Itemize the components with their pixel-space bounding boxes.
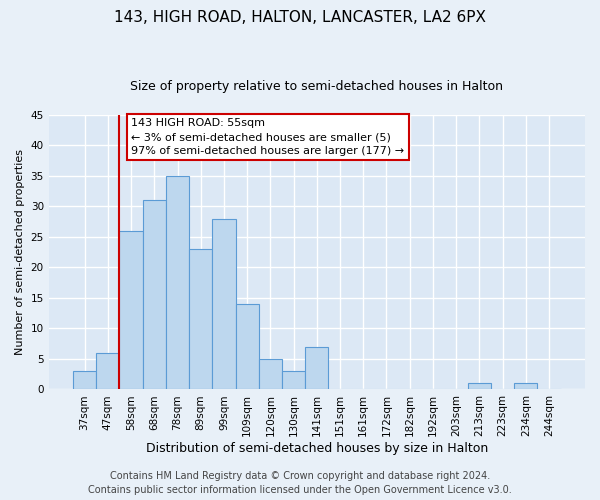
- Bar: [166, 176, 189, 390]
- Title: Size of property relative to semi-detached houses in Halton: Size of property relative to semi-detach…: [130, 80, 503, 93]
- Bar: [119, 231, 143, 390]
- Y-axis label: Number of semi-detached properties: Number of semi-detached properties: [15, 149, 25, 355]
- Text: 143 HIGH ROAD: 55sqm
← 3% of semi-detached houses are smaller (5)
97% of semi-de: 143 HIGH ROAD: 55sqm ← 3% of semi-detach…: [131, 118, 404, 156]
- Bar: [212, 218, 236, 390]
- Bar: [236, 304, 259, 390]
- Bar: [514, 384, 538, 390]
- Bar: [468, 384, 491, 390]
- Text: 143, HIGH ROAD, HALTON, LANCASTER, LA2 6PX: 143, HIGH ROAD, HALTON, LANCASTER, LA2 6…: [114, 10, 486, 25]
- Bar: [259, 359, 282, 390]
- Bar: [96, 353, 119, 390]
- X-axis label: Distribution of semi-detached houses by size in Halton: Distribution of semi-detached houses by …: [146, 442, 488, 455]
- Bar: [143, 200, 166, 390]
- Text: Contains HM Land Registry data © Crown copyright and database right 2024.
Contai: Contains HM Land Registry data © Crown c…: [88, 471, 512, 495]
- Bar: [73, 371, 96, 390]
- Bar: [282, 371, 305, 390]
- Bar: [305, 347, 328, 390]
- Bar: [189, 249, 212, 390]
